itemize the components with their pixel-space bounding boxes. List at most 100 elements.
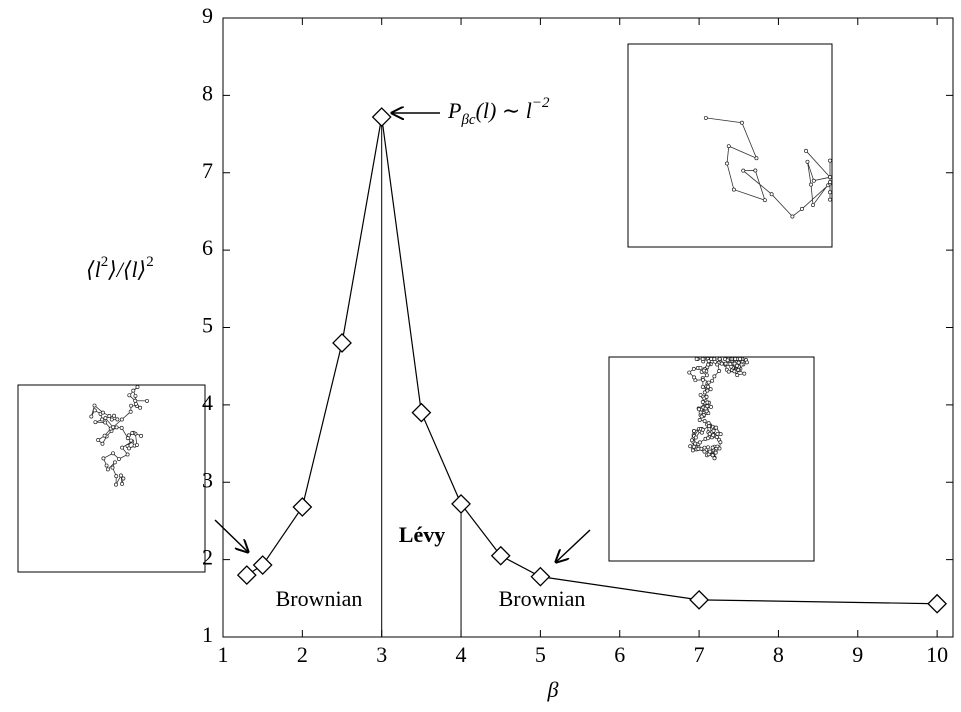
x-tick-label: 1 (218, 642, 229, 667)
arrow (556, 529, 591, 562)
inset-step (725, 358, 730, 363)
inset-step (805, 159, 810, 164)
annotation-part: −2 (532, 95, 550, 111)
inset-step (138, 405, 143, 410)
inset-step (121, 476, 126, 481)
inset-step (714, 425, 719, 430)
inset-step (712, 374, 717, 379)
inset-step (700, 357, 705, 361)
inset-step (731, 187, 736, 192)
inset-step (717, 357, 722, 361)
inset-step (100, 441, 105, 446)
inset-step (738, 357, 743, 361)
marker (451, 493, 471, 514)
inset-step (728, 362, 733, 367)
y-label-part: ⟨l (86, 257, 101, 282)
y-label-part: 2 (146, 254, 154, 270)
inset-step (119, 425, 124, 430)
inset-step (139, 433, 144, 438)
region-label: Lévy (399, 522, 445, 547)
inset-step (717, 369, 722, 373)
inset-step (828, 158, 832, 163)
inset-frame (608, 356, 815, 562)
y-tick-label: 2 (202, 545, 213, 570)
inset-step (736, 360, 741, 365)
inset-step (828, 197, 832, 202)
inset-step (698, 365, 703, 370)
inset-step (704, 373, 709, 378)
x-tick-label: 8 (773, 642, 784, 667)
inset-step (693, 435, 698, 440)
inset-step (102, 433, 107, 438)
inset-step (700, 377, 705, 382)
inset-step (691, 366, 696, 371)
inset-step (702, 419, 707, 424)
inset-step (706, 384, 711, 389)
inset-step (134, 443, 139, 448)
inset-step (119, 417, 124, 422)
inset-step (114, 474, 119, 479)
inset-step (116, 457, 121, 461)
inset-step (698, 392, 703, 397)
inset-step (128, 409, 133, 414)
inset-step (706, 359, 711, 364)
y-tick-label: 4 (202, 390, 213, 415)
inset-step (688, 444, 693, 449)
inset-step (732, 361, 737, 366)
inset-step (735, 373, 740, 378)
x-tick-label: 9 (852, 642, 863, 667)
inset-step (718, 440, 723, 445)
arrow (214, 519, 248, 552)
inset-step (706, 380, 711, 385)
region-label: Brownian (276, 586, 363, 611)
inset-step (694, 357, 699, 361)
marker (411, 402, 432, 423)
inset-step (131, 388, 136, 393)
y-tick-label: 8 (202, 80, 213, 105)
inset-step (702, 445, 707, 450)
inset-step (127, 446, 131, 451)
inset-step (129, 438, 133, 443)
inset-step (725, 161, 729, 166)
inset-step (135, 385, 140, 389)
inset-step (145, 398, 149, 403)
inset-step (133, 393, 138, 398)
inset-step (112, 413, 117, 418)
inset-step (105, 467, 110, 472)
inset-step (705, 404, 710, 409)
inset-step (712, 456, 717, 461)
inset-step (739, 362, 744, 367)
inset-step (700, 399, 705, 404)
inset-step (111, 451, 115, 456)
inset-step (726, 369, 731, 374)
inset-step (705, 388, 710, 393)
inset-step (753, 168, 758, 173)
inset-step (706, 445, 710, 450)
marker (292, 497, 313, 517)
inset-step (718, 432, 723, 437)
marker (530, 566, 551, 587)
marker (371, 107, 392, 127)
inset-step (712, 357, 717, 361)
annotation-part: (l) ∼ l (476, 98, 532, 123)
inset-step (103, 416, 108, 421)
inset-step (100, 410, 105, 415)
y-tick-label: 6 (202, 235, 213, 260)
y-tick-label: 1 (202, 622, 213, 647)
inset-step (687, 370, 692, 375)
x-tick-label: 4 (456, 642, 467, 667)
inset-frame (17, 384, 206, 573)
marker (252, 555, 273, 575)
marker (927, 593, 948, 614)
inset-step (125, 436, 130, 441)
inset-step (103, 420, 108, 425)
inset-step (710, 378, 715, 383)
inset-step (93, 420, 98, 425)
inset-step (112, 460, 117, 465)
inset-step (100, 417, 105, 422)
y-tick-label: 7 (202, 158, 213, 183)
inset-step (699, 414, 704, 419)
inset-step (711, 428, 716, 433)
inset-step (110, 465, 115, 470)
